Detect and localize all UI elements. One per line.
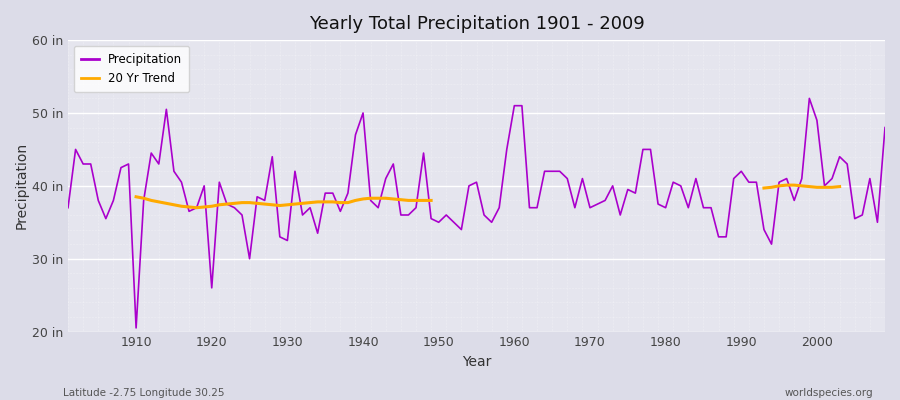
20 Yr Trend xyxy=(335,200,346,205)
20 Yr Trend xyxy=(418,198,429,203)
Precipitation xyxy=(517,103,527,108)
20 Yr Trend xyxy=(365,196,376,201)
Precipitation xyxy=(608,184,618,188)
Precipitation xyxy=(804,96,814,101)
20 Yr Trend xyxy=(381,196,392,201)
20 Yr Trend xyxy=(176,204,187,209)
20 Yr Trend xyxy=(139,196,149,201)
20 Yr Trend xyxy=(305,200,316,205)
Precipitation xyxy=(879,125,890,130)
20 Yr Trend xyxy=(237,200,248,205)
Text: worldspecies.org: worldspecies.org xyxy=(785,388,873,398)
20 Yr Trend xyxy=(161,201,172,206)
20 Yr Trend xyxy=(328,200,338,204)
20 Yr Trend xyxy=(214,202,225,207)
20 Yr Trend xyxy=(274,203,285,208)
20 Yr Trend xyxy=(130,194,141,199)
X-axis label: Year: Year xyxy=(462,355,491,369)
20 Yr Trend xyxy=(153,200,164,204)
20 Yr Trend xyxy=(184,204,194,209)
20 Yr Trend xyxy=(403,198,414,203)
20 Yr Trend xyxy=(191,205,202,210)
20 Yr Trend xyxy=(357,196,368,201)
20 Yr Trend xyxy=(312,200,323,204)
20 Yr Trend xyxy=(297,201,308,206)
20 Yr Trend xyxy=(199,204,210,209)
Precipitation xyxy=(130,326,141,330)
20 Yr Trend xyxy=(221,202,232,206)
Line: 20 Yr Trend: 20 Yr Trend xyxy=(136,197,431,208)
20 Yr Trend xyxy=(410,198,421,203)
Title: Yearly Total Precipitation 1901 - 2009: Yearly Total Precipitation 1901 - 2009 xyxy=(309,15,644,33)
20 Yr Trend xyxy=(290,202,301,206)
Precipitation xyxy=(343,191,354,196)
20 Yr Trend xyxy=(395,197,406,202)
20 Yr Trend xyxy=(388,196,399,201)
Precipitation xyxy=(297,212,308,217)
20 Yr Trend xyxy=(168,202,179,207)
Precipitation xyxy=(508,103,519,108)
20 Yr Trend xyxy=(373,196,383,201)
20 Yr Trend xyxy=(426,198,436,203)
20 Yr Trend xyxy=(206,204,217,209)
Precipitation xyxy=(63,205,74,210)
Line: Precipitation: Precipitation xyxy=(68,98,885,328)
20 Yr Trend xyxy=(252,201,263,206)
20 Yr Trend xyxy=(259,202,270,206)
20 Yr Trend xyxy=(267,202,278,207)
20 Yr Trend xyxy=(320,200,330,204)
20 Yr Trend xyxy=(282,202,292,207)
Legend: Precipitation, 20 Yr Trend: Precipitation, 20 Yr Trend xyxy=(74,46,189,92)
20 Yr Trend xyxy=(350,198,361,203)
Precipitation xyxy=(123,162,134,166)
20 Yr Trend xyxy=(343,200,354,205)
20 Yr Trend xyxy=(146,198,157,203)
20 Yr Trend xyxy=(229,201,239,206)
20 Yr Trend xyxy=(244,200,255,205)
Text: Latitude -2.75 Longitude 30.25: Latitude -2.75 Longitude 30.25 xyxy=(63,388,224,398)
Y-axis label: Precipitation: Precipitation xyxy=(15,142,29,230)
